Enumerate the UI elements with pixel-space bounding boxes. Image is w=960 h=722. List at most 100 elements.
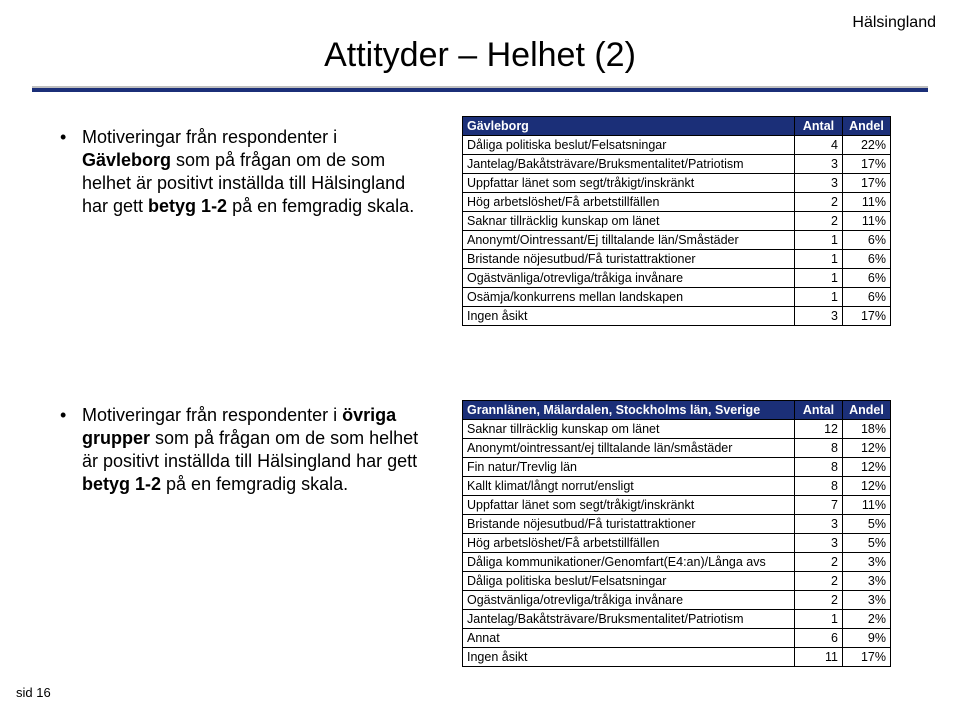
region-label: Hälsingland xyxy=(852,14,936,32)
table-cell: 3% xyxy=(843,553,891,572)
table-row: Ogästvänliga/otrevliga/tråkiga invånare1… xyxy=(463,269,891,288)
table-cell: 1 xyxy=(795,250,843,269)
table-row: Jantelag/Bakåtsträvare/Bruksmentalitet/P… xyxy=(463,155,891,174)
table-cell: 17% xyxy=(843,174,891,193)
table-header-row: Grannlänen, Mälardalen, Stockholms län, … xyxy=(463,401,891,420)
table-cell: 4 xyxy=(795,136,843,155)
table-cell: 11 xyxy=(795,648,843,667)
table-cell: Osämja/konkurrens mellan landskapen xyxy=(463,288,795,307)
table-cell: 2 xyxy=(795,212,843,231)
table-cell: Anonymt/ointressant/ej tilltalande län/s… xyxy=(463,439,795,458)
table-row: Ingen åsikt317% xyxy=(463,307,891,326)
table-cell: 9% xyxy=(843,629,891,648)
table-cell: 12% xyxy=(843,439,891,458)
bullet-text-pre: Motiveringar från respondenter i xyxy=(82,405,342,425)
bullet-text-post: på en femgradig skala. xyxy=(161,474,348,494)
table-cell: Dåliga politiska beslut/Felsatsningar xyxy=(463,136,795,155)
table-cell: 18% xyxy=(843,420,891,439)
table-row: Bristande nöjesutbud/Få turistattraktion… xyxy=(463,515,891,534)
page-title: Attityder – Helhet (2) xyxy=(0,36,960,75)
table-cell: Ingen åsikt xyxy=(463,648,795,667)
table-cell: 11% xyxy=(843,212,891,231)
table-row: Uppfattar länet som segt/tråkigt/inskrän… xyxy=(463,174,891,193)
table-cell: 12% xyxy=(843,477,891,496)
table-cell: 17% xyxy=(843,307,891,326)
table-cell: 3 xyxy=(795,534,843,553)
table-cell: 3 xyxy=(795,174,843,193)
table-cell: Bristande nöjesutbud/Få turistattraktion… xyxy=(463,250,795,269)
table-cell: Uppfattar länet som segt/tråkigt/inskrän… xyxy=(463,496,795,515)
table-cell: Dåliga kommunikationer/Genomfart(E4:an)/… xyxy=(463,553,795,572)
table-cell: 3% xyxy=(843,591,891,610)
col-header: Andel xyxy=(843,117,891,136)
col-header: Grannlänen, Mälardalen, Stockholms län, … xyxy=(463,401,795,420)
table-cell: Hög arbetslöshet/Få arbetstillfällen xyxy=(463,193,795,212)
table-cell: Bristande nöjesutbud/Få turistattraktion… xyxy=(463,515,795,534)
table-row: Annat69% xyxy=(463,629,891,648)
table-cell: 5% xyxy=(843,534,891,553)
table-cell: 8 xyxy=(795,458,843,477)
table-row: Uppfattar länet som segt/tråkigt/inskrän… xyxy=(463,496,891,515)
bullet-text-pre: Motiveringar från respondenter i xyxy=(82,127,337,147)
table-row: Dåliga politiska beslut/Felsatsningar422… xyxy=(463,136,891,155)
table-row: Hög arbetslöshet/Få arbetstillfällen211% xyxy=(463,193,891,212)
bullet-rating: betyg 1-2 xyxy=(148,196,227,216)
table-cell: 6 xyxy=(795,629,843,648)
bullet-text-post: på en femgradig skala. xyxy=(227,196,414,216)
table-cell: 3% xyxy=(843,572,891,591)
table-row: Ogästvänliga/otrevliga/tråkiga invånare2… xyxy=(463,591,891,610)
table-cell: 1 xyxy=(795,610,843,629)
col-header: Andel xyxy=(843,401,891,420)
bullet-item: Motiveringar från respondenter i övriga … xyxy=(60,404,420,496)
table-row: Kallt klimat/långt norrut/ensligt812% xyxy=(463,477,891,496)
bullet-block-1: Motiveringar från respondenter i Gävlebo… xyxy=(60,126,420,218)
table-cell: Hög arbetslöshet/Få arbetstillfällen xyxy=(463,534,795,553)
table-cell: 8 xyxy=(795,477,843,496)
table-cell: 3 xyxy=(795,155,843,174)
table-cell: 2 xyxy=(795,193,843,212)
table-cell: Saknar tillräcklig kunskap om länet xyxy=(463,420,795,439)
table-cell: 11% xyxy=(843,496,891,515)
table-row: Bristande nöjesutbud/Få turistattraktion… xyxy=(463,250,891,269)
table-cell: Ogästvänliga/otrevliga/tråkiga invånare xyxy=(463,591,795,610)
table-cell: Fin natur/Trevlig län xyxy=(463,458,795,477)
table-row: Jantelag/Bakåtsträvare/Bruksmentalitet/P… xyxy=(463,610,891,629)
table-row: Ingen åsikt1117% xyxy=(463,648,891,667)
table-cell: 6% xyxy=(843,250,891,269)
bullet-group: Gävleborg xyxy=(82,150,171,170)
table-cell: Anonymt/Ointressant/Ej tilltalande län/S… xyxy=(463,231,795,250)
table-row: Osämja/konkurrens mellan landskapen16% xyxy=(463,288,891,307)
table-cell: 2 xyxy=(795,572,843,591)
table-other-groups: Grannlänen, Mälardalen, Stockholms län, … xyxy=(462,400,891,667)
table-cell: Jantelag/Bakåtsträvare/Bruksmentalitet/P… xyxy=(463,610,795,629)
table-cell: Annat xyxy=(463,629,795,648)
table-cell: 3 xyxy=(795,515,843,534)
bullet-item: Motiveringar från respondenter i Gävlebo… xyxy=(60,126,420,218)
table-cell: 2% xyxy=(843,610,891,629)
table-cell: Dåliga politiska beslut/Felsatsningar xyxy=(463,572,795,591)
table-row: Saknar tillräcklig kunskap om länet211% xyxy=(463,212,891,231)
table-cell: 6% xyxy=(843,288,891,307)
table-cell: 1 xyxy=(795,288,843,307)
table-cell: 22% xyxy=(843,136,891,155)
table-header-row: Gävleborg Antal Andel xyxy=(463,117,891,136)
table-cell: 12% xyxy=(843,458,891,477)
table-cell: Ogästvänliga/otrevliga/tråkiga invånare xyxy=(463,269,795,288)
table-cell: 11% xyxy=(843,193,891,212)
table-cell: 2 xyxy=(795,591,843,610)
col-header: Gävleborg xyxy=(463,117,795,136)
table-cell: Saknar tillräcklig kunskap om länet xyxy=(463,212,795,231)
table-row: Anonymt/ointressant/ej tilltalande län/s… xyxy=(463,439,891,458)
table-cell: Uppfattar länet som segt/tråkigt/inskrän… xyxy=(463,174,795,193)
table-cell: Ingen åsikt xyxy=(463,307,795,326)
divider xyxy=(32,86,928,92)
page-number: sid 16 xyxy=(16,685,51,700)
table-row: Dåliga politiska beslut/Felsatsningar23% xyxy=(463,572,891,591)
bullet-rating: betyg 1-2 xyxy=(82,474,161,494)
table-cell: 6% xyxy=(843,269,891,288)
table-cell: 5% xyxy=(843,515,891,534)
col-header: Antal xyxy=(795,401,843,420)
table-row: Dåliga kommunikationer/Genomfart(E4:an)/… xyxy=(463,553,891,572)
table-cell: 1 xyxy=(795,269,843,288)
table-cell: 8 xyxy=(795,439,843,458)
